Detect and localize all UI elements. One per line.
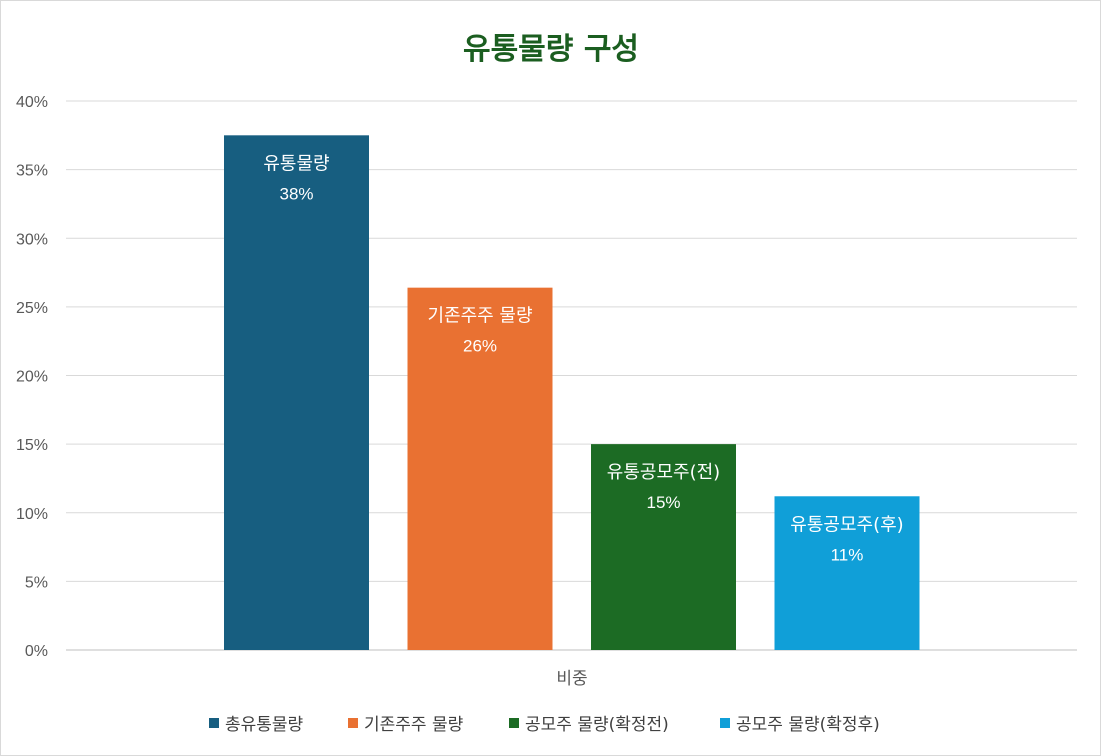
gridlines xyxy=(66,100,1077,651)
legend-swatch-1 xyxy=(209,718,219,728)
legend-swatch-4 xyxy=(720,718,730,728)
y-tick-label: 0% xyxy=(25,643,48,660)
y-tick-label: 20% xyxy=(16,369,48,386)
y-tick-label: 10% xyxy=(16,506,48,523)
chart-title: 유통물량 구성 xyxy=(463,32,639,67)
bar-1 xyxy=(224,135,369,650)
bar-value-2: 26% xyxy=(463,337,497,356)
y-tick-label: 5% xyxy=(25,574,48,591)
bar-value-4: 11% xyxy=(831,545,864,564)
bar-2 xyxy=(407,287,553,650)
bar-3 xyxy=(591,444,736,650)
x-category-label: 비중 xyxy=(556,669,587,689)
legend-label-2: 기존주주 물량 xyxy=(364,715,464,735)
bar-value-1: 38% xyxy=(279,184,313,203)
bar-label-3: 유통공모주(전) xyxy=(607,462,720,483)
bar-4 xyxy=(774,496,920,650)
legend-label-3: 공모주 물량(확정전) xyxy=(525,715,669,735)
bars xyxy=(224,135,920,650)
y-tick-label: 25% xyxy=(16,300,48,317)
bar-label-2: 기존주주 물량 xyxy=(427,306,532,327)
bar-label-1: 유통물량 xyxy=(263,153,329,174)
legend-swatch-3 xyxy=(509,718,519,728)
legend-label-4: 공모주 물량(확정후) xyxy=(736,715,880,735)
y-axis-ticks: 0% 5% 10% 15% 20% 25% 30% 35% 40% xyxy=(16,94,48,660)
bar-value-3: 15% xyxy=(646,493,680,512)
y-tick-label: 35% xyxy=(16,163,48,180)
y-tick-label: 40% xyxy=(16,94,48,111)
y-tick-label: 30% xyxy=(16,231,48,248)
legend-swatch-2 xyxy=(348,718,358,728)
bar-label-4: 유통공모주(후) xyxy=(790,514,903,535)
legend: 총유통물량 기존주주 물량 공모주 물량(확정전) 공모주 물량(확정후) xyxy=(209,715,880,735)
legend-label-1: 총유통물량 xyxy=(225,715,304,735)
y-tick-label: 15% xyxy=(16,437,48,454)
data-labels: 유통물량 38% 기존주주 물량 26% 유통공모주(전) 15% 유통공모주(후) 11% xyxy=(263,153,903,564)
